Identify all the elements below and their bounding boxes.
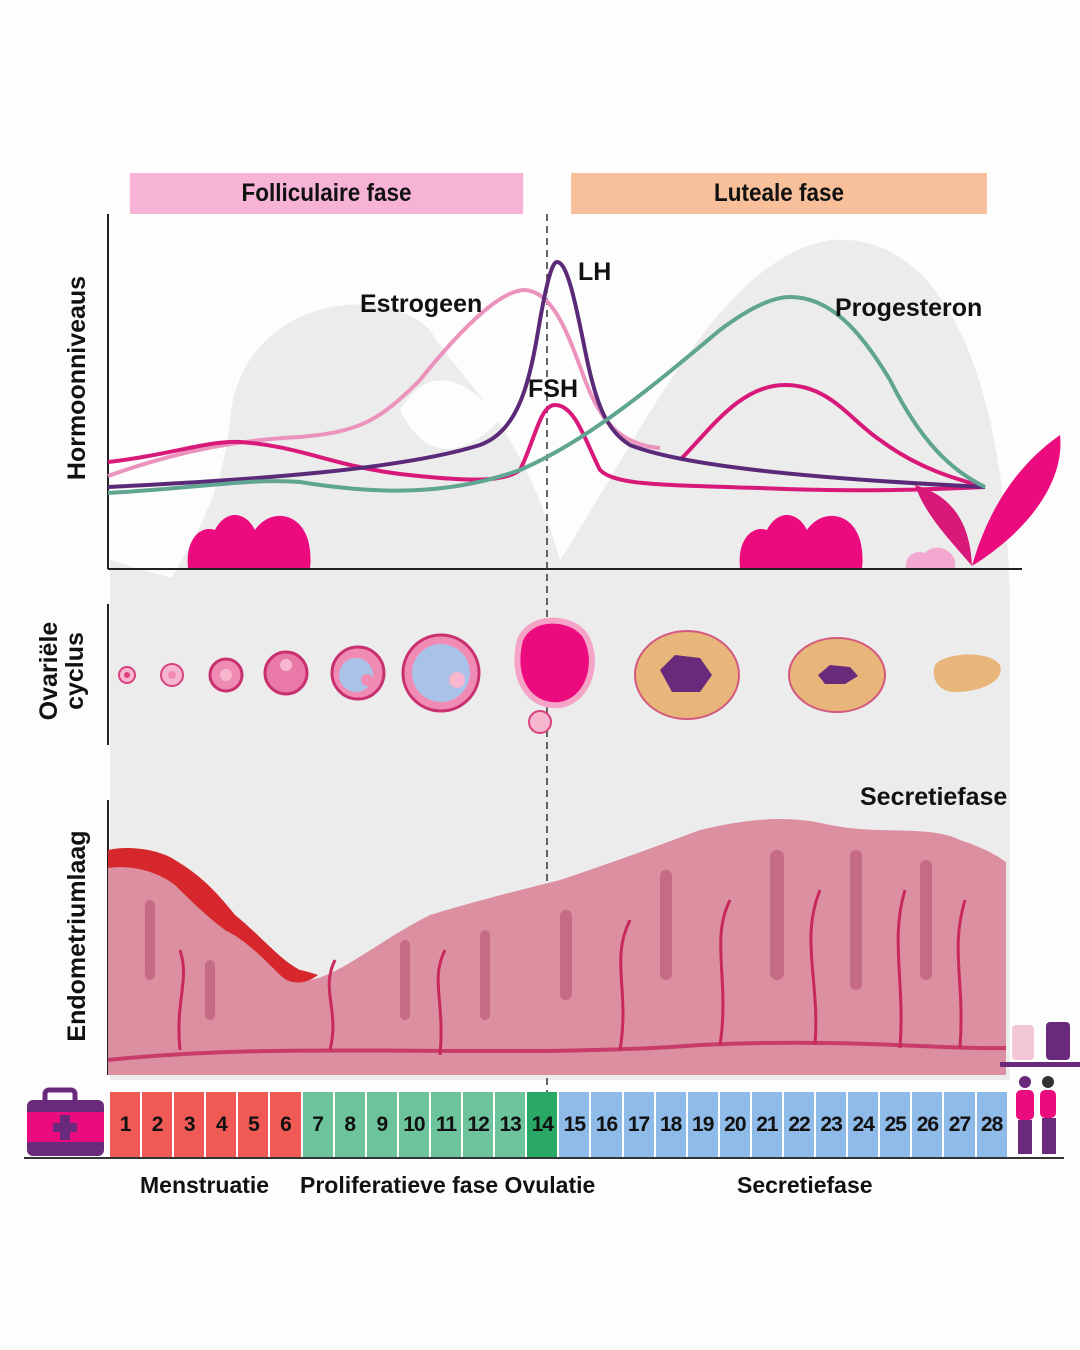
day-cell-21: 21 [751, 1092, 782, 1157]
bush-icon [187, 515, 311, 568]
day-cell-19: 19 [687, 1092, 718, 1157]
day-cell-11: 11 [430, 1092, 462, 1157]
day-cell-1: 1 [110, 1092, 141, 1157]
follicular-phase-label: Folliculaire fase [241, 179, 412, 207]
secretory-phase-bottom-label: Secretiefase [737, 1172, 873, 1198]
day-cell-2: 2 [142, 1092, 173, 1157]
menstrual-blood [108, 848, 318, 983]
day-cell-13: 13 [495, 1092, 526, 1157]
corpus-albicans [933, 654, 1001, 693]
day-cell-26: 26 [912, 1092, 943, 1157]
corpus-luteum-2 [788, 637, 886, 713]
follicular-phase-header: Folliculaire fase [129, 173, 524, 214]
progesterone-curve [107, 294, 986, 495]
fsh-label: FSH [528, 375, 578, 403]
hormone-levels-axis-label: Hormoonniveaus [63, 275, 91, 481]
day-cell-12: 12 [463, 1092, 494, 1157]
lh-curve [107, 259, 986, 489]
day-cell-6: 6 [270, 1092, 301, 1157]
follicle-stage-2 [160, 663, 184, 687]
bush-icon [739, 515, 863, 568]
day-cell-16: 16 [591, 1092, 622, 1157]
endometrial-glands [145, 850, 932, 1020]
follicle-stage-3 [208, 657, 244, 693]
endometrial-arteries [177, 889, 967, 1056]
luteal-magenta-curve [678, 382, 986, 489]
day-cell-24: 24 [848, 1092, 879, 1157]
day-cell-7: 7 [302, 1092, 333, 1157]
small-bush-icon [905, 547, 955, 568]
people-illustration [1000, 1022, 1080, 1154]
estrogen-curve [107, 287, 661, 478]
day-cell-25: 25 [880, 1092, 911, 1157]
lh-label: LH [578, 258, 611, 286]
day-cell-20: 20 [719, 1092, 750, 1157]
day-cell-4: 4 [206, 1092, 237, 1157]
day-cell-10: 10 [398, 1092, 429, 1157]
day-cell-27: 27 [944, 1092, 975, 1157]
luteal-phase-label: Luteale fase [713, 179, 845, 207]
day-cell-8: 8 [334, 1092, 365, 1157]
day-cell-3: 3 [174, 1092, 205, 1157]
cycle-day-strip: 1 2 3 4 5 6 7 8 9 10 11 12 13 14 15 16 17 18 19 20 21 22 23 24 2… [110, 1092, 1007, 1157]
follicle-stage-1 [118, 666, 136, 684]
progesterone-label: Progesteron [835, 294, 982, 322]
follicle-stage-6 [401, 633, 481, 713]
day-cell-17: 17 [623, 1092, 654, 1157]
follicle-stage-4 [263, 650, 309, 696]
day-cell-22: 22 [783, 1092, 815, 1157]
secretory-phase-label: Secretiefase [860, 783, 1007, 811]
corpus-luteum-1 [634, 630, 740, 720]
medical-kit-icon [27, 1087, 104, 1156]
proliferative-ovulation-label: Proliferatieve fase Ovulatie [300, 1172, 596, 1198]
day-cell-14: 14 [527, 1092, 558, 1157]
basal-layer-vessel [107, 1040, 1007, 1062]
day-cell-23: 23 [816, 1092, 847, 1157]
menstruation-label: Menstruatie [140, 1172, 270, 1198]
fsh-curve [107, 402, 986, 493]
background-blob [400, 380, 500, 449]
endometrium-axis-label: Endometriumlaag [63, 830, 91, 1042]
day-cell-28: 28 [976, 1092, 1007, 1157]
day-cell-5: 5 [238, 1092, 269, 1157]
ovarian-cycle-axis-label: Ovariële cyclus [35, 616, 89, 726]
day-cell-15: 15 [559, 1092, 590, 1157]
day-cell-18: 18 [655, 1092, 686, 1157]
ovarian-cycle-label-line1: Ovariële [35, 621, 63, 721]
feather-icon [915, 485, 972, 566]
follicle-stage-5 [330, 645, 386, 701]
estrogen-label: Estrogeen [360, 290, 482, 318]
feather-icon [972, 435, 1061, 566]
day-cell-9: 9 [366, 1092, 397, 1157]
luteal-phase-header: Luteale fase [571, 173, 987, 214]
ovarian-cycle-label-line2: cyclus [61, 632, 89, 710]
ovulation-follicle [514, 617, 595, 734]
